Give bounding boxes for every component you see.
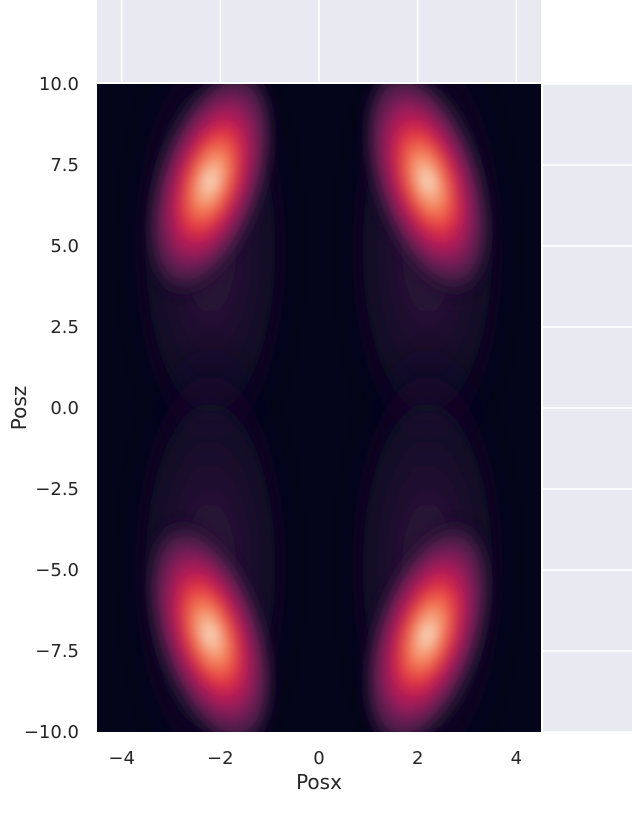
y-tick-label: 10.0 [39,74,79,95]
x-tick-label: 0 [313,748,324,769]
x-tick-label: −2 [207,748,234,769]
x-axis-label: Posx [296,770,342,794]
y-tick-label: −7.5 [35,641,79,662]
y-axis-label: Posz [7,386,31,431]
y-tick-label: 2.5 [50,317,79,338]
y-tick-label: 5.0 [50,236,79,257]
density-peak [143,514,278,732]
heatmap-area [97,84,541,732]
right-marginal-panel [543,83,632,733]
density-peak [360,84,495,302]
top-marginal-panel [97,0,541,82]
density-peak [360,514,495,732]
density-peak [143,84,278,302]
y-tick-label: 7.5 [50,155,79,176]
y-axis-ticks: 10.0 7.5 5.0 2.5 0.0 −2.5 −5.0 −7.5 −10.0 [24,74,79,743]
x-axis-ticks: −4 −2 0 2 4 [108,748,522,769]
y-tick-label: 0.0 [50,398,79,419]
x-tick-label: 4 [511,748,522,769]
x-tick-label: 2 [412,748,423,769]
y-tick-label: −10.0 [24,722,79,743]
y-tick-label: −5.0 [35,560,79,581]
x-tick-label: −4 [108,748,135,769]
y-tick-label: −2.5 [35,479,79,500]
